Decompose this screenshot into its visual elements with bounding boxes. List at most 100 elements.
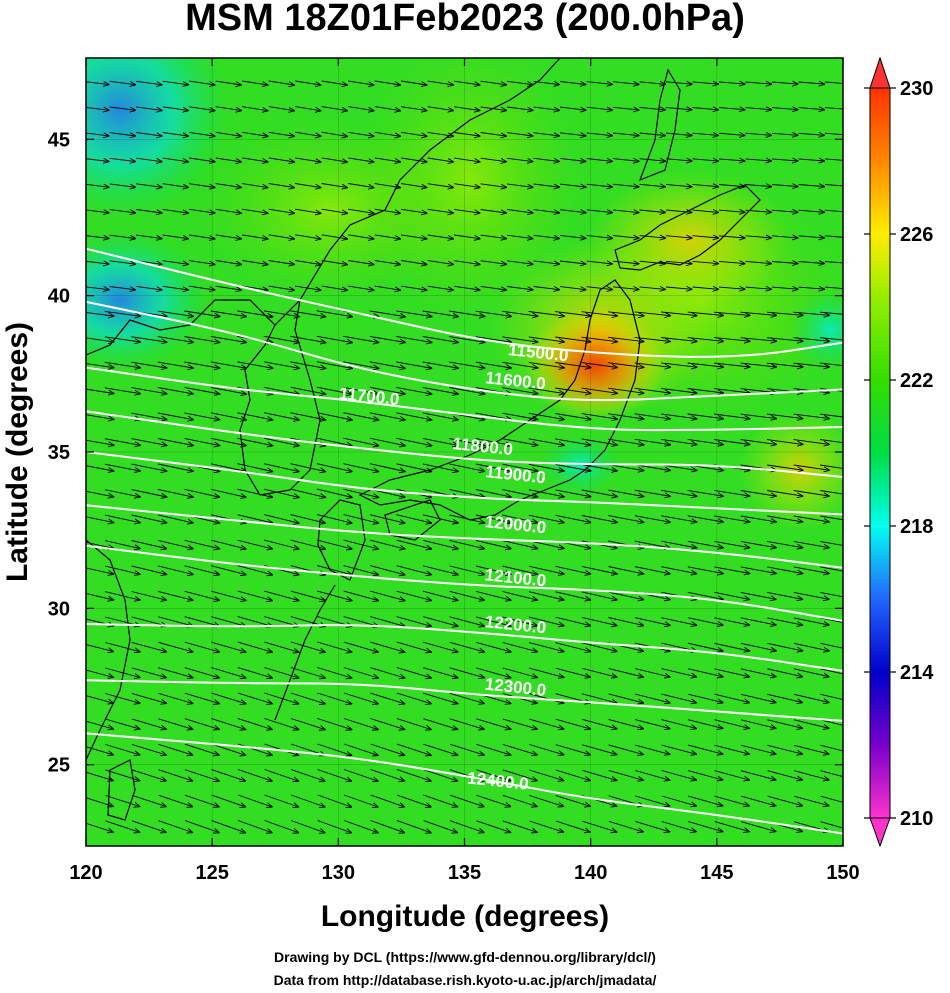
wind-arrow: [237, 437, 273, 445]
wind-arrow: [529, 744, 564, 755]
wind-arrow: [109, 286, 136, 290]
wind-arrow: [665, 82, 692, 84]
wind-arrow: [343, 386, 378, 394]
wind-arrow: [290, 718, 325, 730]
wind-arrow: [771, 287, 798, 289]
wind-arrow: [529, 795, 563, 807]
wind-arrow: [374, 208, 401, 213]
wind-arrow: [608, 515, 643, 523]
colorbar-label-226: 226: [900, 224, 933, 246]
wind-arrow: [162, 80, 189, 85]
wind-arrow: [586, 210, 613, 213]
wind-arrow: [824, 81, 843, 84]
wind-arrow: [104, 540, 140, 549]
wind-arrow: [824, 286, 843, 290]
wind-arrow: [86, 261, 109, 264]
wind-arrow: [374, 260, 401, 265]
y-tick-label-25: 25: [48, 755, 70, 777]
wind-arrow: [555, 463, 590, 471]
wind-arrow: [560, 210, 586, 213]
wind-arrow: [718, 108, 745, 110]
wind-arrow: [290, 310, 326, 317]
wind-arrow: [767, 413, 803, 419]
wind-arrow: [427, 157, 454, 162]
wind-arrow: [369, 310, 406, 317]
wind-arrow: [374, 234, 401, 239]
wind-arrow: [771, 82, 798, 84]
wind-arrow: [396, 718, 431, 730]
wind-arrow: [162, 234, 189, 239]
wind-arrow: [528, 514, 564, 522]
wind-arrow: [665, 236, 692, 238]
wind-arrow: [767, 744, 803, 754]
wind-arrow: [268, 80, 295, 85]
wind-arrow: [86, 210, 109, 213]
wind-arrow: [661, 540, 696, 548]
wind-arrow: [343, 641, 379, 652]
wind-arrow: [158, 820, 193, 833]
wind-arrow: [348, 183, 374, 188]
x-tick-label-150: 150: [826, 862, 859, 884]
wind-arrow: [423, 692, 458, 703]
wind-arrow: [210, 539, 246, 549]
wind-arrow: [533, 286, 560, 290]
wind-arrow: [718, 261, 745, 263]
wind-arrow: [608, 489, 643, 496]
wind-arrow: [661, 489, 697, 496]
wind-arrow: [215, 260, 242, 265]
wind-arrow: [264, 820, 299, 833]
wind-arrow: [507, 234, 533, 238]
wind-arrow: [396, 514, 432, 523]
wind-arrow: [692, 184, 719, 186]
wind-arrow: [771, 185, 798, 187]
wind-arrow: [343, 820, 378, 833]
wind-arrow: [714, 821, 750, 832]
wind-arrow: [639, 210, 666, 213]
wind-arrow: [613, 210, 639, 213]
wind-arrow: [767, 540, 803, 547]
wind-arrow: [661, 744, 697, 754]
wind-arrow: [608, 667, 644, 677]
wind-arrow: [184, 794, 219, 807]
wind-arrow: [608, 744, 644, 755]
wind-arrow: [343, 794, 378, 807]
wind-arrow: [528, 565, 564, 574]
wind-arrow: [449, 743, 484, 755]
wind-arrow: [242, 106, 268, 111]
wind-arrow: [740, 591, 776, 599]
wind-arrow: [157, 310, 194, 316]
wind-arrow: [639, 261, 666, 264]
wind-arrow: [687, 540, 723, 548]
wind-arrow: [661, 617, 696, 626]
wind-arrow: [713, 311, 750, 315]
wind-arrow: [401, 80, 427, 85]
wind-arrow: [767, 439, 803, 445]
wind-arrow: [423, 769, 457, 781]
wind-arrow: [661, 438, 697, 444]
wind-arrow: [104, 438, 140, 446]
wind-arrow: [317, 769, 352, 782]
wind-arrow: [687, 388, 724, 393]
wind-arrow: [718, 133, 745, 135]
wind-arrow: [157, 590, 193, 600]
wind-arrow: [422, 590, 458, 600]
wind-arrow: [555, 744, 591, 755]
wind-arrow: [449, 641, 485, 652]
wind-arrow: [793, 413, 830, 419]
wind-arrow: [131, 820, 166, 833]
wind-arrow: [555, 642, 591, 652]
wind-arrow: [131, 692, 167, 703]
wind-arrow: [771, 159, 798, 161]
wind-arrow: [608, 820, 643, 832]
wind-arrow: [714, 668, 749, 677]
wind-arrow: [215, 157, 242, 162]
wind-arrow: [714, 795, 750, 806]
map-title: MSM 18Z01Feb2023 (200.0hPa): [185, 0, 745, 39]
wind-arrow: [793, 337, 830, 342]
wind-arrow: [131, 641, 167, 651]
wind-arrow: [793, 617, 829, 625]
wind-arrow: [824, 261, 843, 264]
wind-arrow: [343, 667, 379, 679]
wind-arrow: [766, 337, 803, 342]
cool-area-west: [86, 230, 210, 370]
